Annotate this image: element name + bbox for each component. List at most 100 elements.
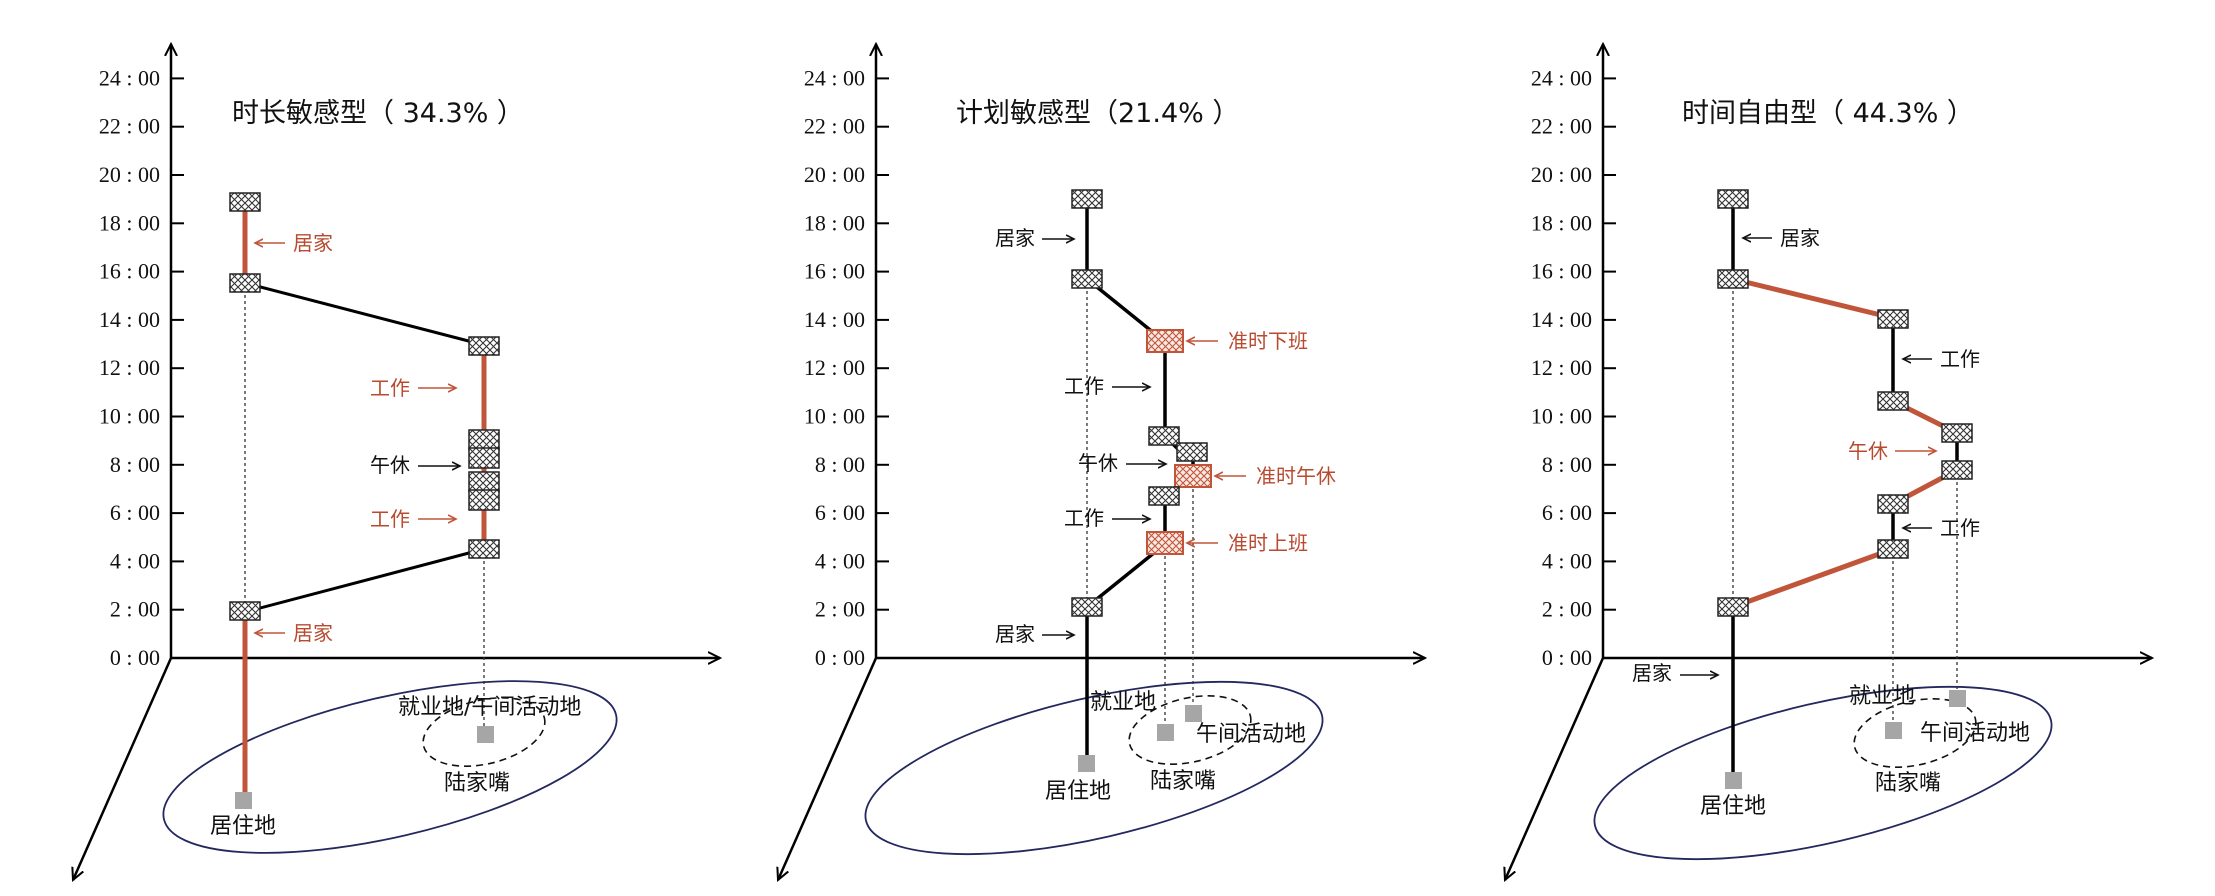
- place-label-lunch: 午间活动地: [1920, 721, 2030, 746]
- axes: [1505, 44, 2152, 880]
- activity-marker: [468, 447, 500, 469]
- y-tick-label: 20 : 00: [99, 162, 160, 187]
- y-tick-label: 4 : 00: [815, 548, 865, 573]
- y-tick-label: 14 : 00: [1531, 307, 1592, 332]
- y-tick-label: 24 : 00: [1531, 65, 1592, 90]
- y-tick-label: 10 : 00: [99, 404, 160, 429]
- activity-marker: [1148, 486, 1180, 506]
- y-tick-label: 16 : 00: [99, 259, 160, 284]
- z-axis: [1505, 657, 1605, 880]
- y-tick-label: 8 : 00: [815, 452, 865, 477]
- y-axis-ticks: 0 : 00 2 : 00 4 : 00 6 : 00 8 : 00 10 : 00 12 …: [1531, 65, 1616, 670]
- y-tick-label: 22 : 00: [804, 114, 865, 139]
- place-label-work: 就业地: [1849, 684, 1915, 709]
- activity-markers: [229, 192, 500, 621]
- annotation-label: 准时下班: [1228, 329, 1308, 353]
- district-ellipse: [1853, 698, 1977, 768]
- y-tick-label: 0 : 00: [110, 645, 160, 670]
- activity-marker: [1176, 442, 1208, 462]
- activity-marker: [1071, 189, 1103, 209]
- y-tick-label: 2 : 00: [815, 597, 865, 622]
- home-location-square: [1725, 772, 1742, 789]
- activity-marker: [1146, 329, 1184, 353]
- projection-lines: [244, 283, 485, 802]
- place-label-home: 居住地: [210, 814, 276, 839]
- activity-marker: [229, 601, 261, 621]
- activity-marker: [1148, 426, 1180, 446]
- y-tick-label: 18 : 00: [1531, 210, 1592, 235]
- y-tick-label: 4 : 00: [1542, 548, 1592, 573]
- annotation-label: 工作: [1940, 516, 1980, 540]
- projection-lines: [1732, 279, 1958, 781]
- annotation-label: 准时午休: [1256, 464, 1336, 488]
- y-tick-label: 12 : 00: [99, 355, 160, 380]
- y-tick-label: 20 : 00: [804, 162, 865, 187]
- annotation-label: 居家: [1632, 661, 1672, 685]
- y-tick-label: 2 : 00: [1542, 597, 1592, 622]
- place-label-district: 陆家嘴: [444, 771, 510, 796]
- annotation-label: 工作: [1940, 347, 1980, 371]
- annotation-label: 午休: [1848, 439, 1888, 463]
- annotation-label: 工作: [1064, 374, 1104, 398]
- y-tick-label: 24 : 00: [804, 65, 865, 90]
- y-tick-label: 12 : 00: [1531, 355, 1592, 380]
- y-tick-label: 8 : 00: [110, 452, 160, 477]
- activity-marker: [468, 489, 500, 511]
- y-tick-label: 16 : 00: [1531, 259, 1592, 284]
- activity-marker: [468, 336, 500, 356]
- activity-marker: [1174, 464, 1212, 488]
- work-location-square: [477, 726, 494, 743]
- y-axis-ticks: 0 : 00 2 : 00 4 : 00 6 : 00 8 : 00 10 : 00 12 …: [99, 65, 184, 670]
- panel-time-flexible: 0 : 00 2 : 00 4 : 00 6 : 00 8 : 00 10 : 00 12 …: [1505, 44, 2152, 894]
- z-axis: [778, 657, 878, 880]
- activity-marker: [229, 273, 261, 293]
- y-tick-label: 2 : 00: [110, 597, 160, 622]
- district-ellipse: [1128, 695, 1252, 765]
- annotation-label: 工作: [370, 376, 410, 400]
- axes: [778, 44, 1425, 880]
- y-tick-label: 18 : 00: [99, 210, 160, 235]
- y-axis-ticks: 0 : 00 2 : 00 4 : 00 6 : 00 8 : 00 10 : 00 12 …: [804, 65, 889, 670]
- work-location-square: [1157, 724, 1174, 741]
- y-tick-label: 18 : 00: [804, 210, 865, 235]
- y-tick-label: 14 : 00: [99, 307, 160, 332]
- daily-path: [1731, 200, 1959, 781]
- activity-marker: [1941, 460, 1973, 480]
- activity-marker: [468, 429, 500, 451]
- activity-marker: [1877, 309, 1909, 329]
- panel-title: 时间自由型（ 44.3% ）: [1682, 98, 1974, 129]
- lunch-location-square: [1949, 690, 1966, 707]
- y-tick-label: 22 : 00: [99, 114, 160, 139]
- y-tick-label: 16 : 00: [804, 259, 865, 284]
- annotations: 居家 准时下班 工作 午休 准时午休 工作 准时上班 居家: [995, 226, 1336, 646]
- place-label-work: 就业地: [1090, 690, 1156, 715]
- y-tick-label: 0 : 00: [815, 645, 865, 670]
- activity-marker: [1717, 269, 1749, 289]
- y-tick-label: 12 : 00: [804, 355, 865, 380]
- activity-marker: [1717, 597, 1749, 617]
- annotation-label: 居家: [293, 231, 333, 255]
- activity-marker: [1941, 423, 1973, 443]
- activity-marker: [1877, 494, 1909, 514]
- annotations: 居家 工作 午休 工作 居家: [255, 231, 460, 645]
- z-axis: [73, 657, 173, 880]
- y-tick-label: 10 : 00: [804, 404, 865, 429]
- activity-marker: [1071, 269, 1103, 289]
- activity-marker: [1877, 539, 1909, 559]
- y-tick-label: 10 : 00: [1531, 404, 1592, 429]
- panel-title: 计划敏感型（21.4% ）: [956, 98, 1239, 129]
- place-label-home: 居住地: [1045, 779, 1111, 804]
- activity-marker: [1071, 597, 1103, 617]
- annotation-label: 居家: [293, 621, 333, 645]
- annotation-label: 居家: [1780, 226, 1820, 250]
- activity-marker: [1877, 391, 1909, 411]
- y-tick-label: 22 : 00: [1531, 114, 1592, 139]
- y-tick-label: 6 : 00: [1542, 500, 1592, 525]
- place-label-district: 陆家嘴: [1875, 771, 1941, 796]
- annotation-label: 午休: [370, 453, 410, 477]
- y-tick-label: 6 : 00: [815, 500, 865, 525]
- city-ellipse: [162, 680, 618, 854]
- panel-duration-sensitive: 0 : 00 2 : 00 4 : 00 6 : 00 8 : 00 10 : 00 12 …: [73, 44, 720, 887]
- y-tick-label: 4 : 00: [110, 548, 160, 573]
- y-tick-label: 0 : 00: [1542, 645, 1592, 670]
